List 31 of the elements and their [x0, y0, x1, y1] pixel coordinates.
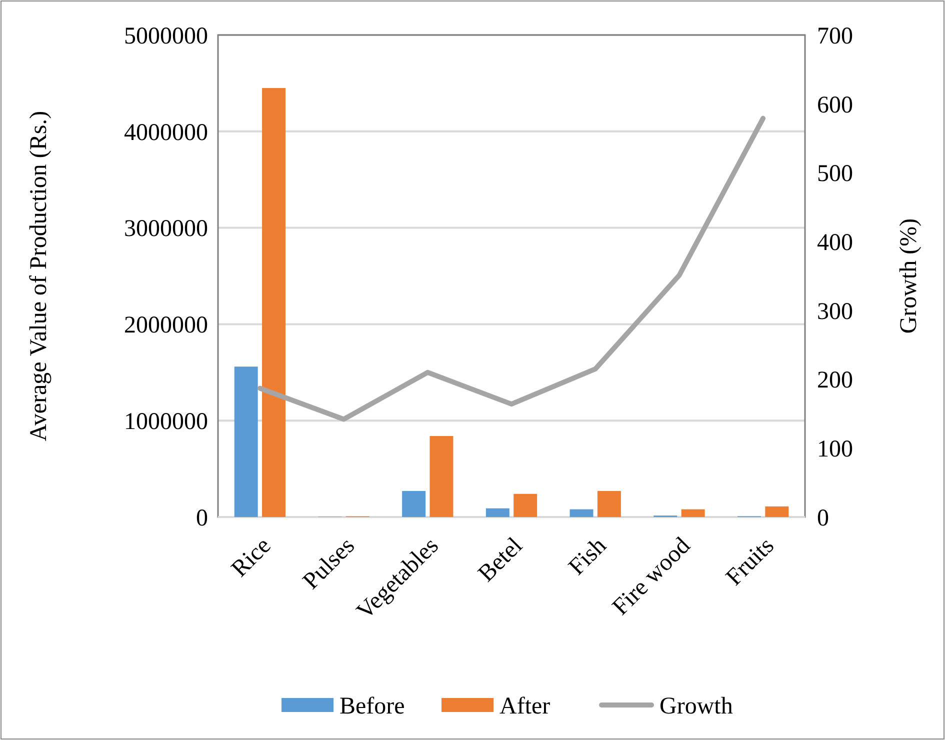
- bar: [486, 508, 510, 517]
- x-tick-label: Rice: [226, 532, 276, 582]
- legend-label: Growth: [660, 693, 733, 720]
- y-tick-label: 3000000: [124, 216, 208, 242]
- y2-axis-title: Growth (%): [896, 218, 922, 334]
- y-tick-label: 2000000: [124, 312, 208, 339]
- bar: [514, 494, 538, 517]
- bar: [262, 88, 286, 517]
- y-tick-label: 5000000: [124, 23, 208, 50]
- legend-label: After: [500, 693, 550, 720]
- y2-tick-label: 100: [817, 436, 853, 463]
- y2-tick-label: 0: [817, 505, 829, 532]
- bar: [681, 509, 705, 517]
- y-tick-label: 4000000: [124, 120, 208, 146]
- y-tick-label: 1000000: [124, 409, 208, 435]
- x-tick-label: Fish: [564, 532, 612, 580]
- legend-label: Before: [340, 693, 405, 720]
- bar: [765, 506, 789, 517]
- y2-tick-label: 200: [817, 368, 853, 394]
- bar: [570, 509, 594, 517]
- y-tick-label: 0: [196, 505, 208, 532]
- y2-tick-label: 700: [817, 23, 853, 50]
- y-axis-title: Average Value of Production (Rs.): [26, 110, 52, 442]
- y2-tick-label: 300: [817, 298, 853, 325]
- y2-tick-label: 500: [817, 161, 853, 188]
- bar: [402, 490, 426, 517]
- y2-tick-label: 600: [817, 92, 853, 118]
- bar: [430, 436, 454, 517]
- y2-tick-label: 400: [817, 230, 853, 256]
- bar: [234, 366, 258, 517]
- bar: [597, 490, 621, 517]
